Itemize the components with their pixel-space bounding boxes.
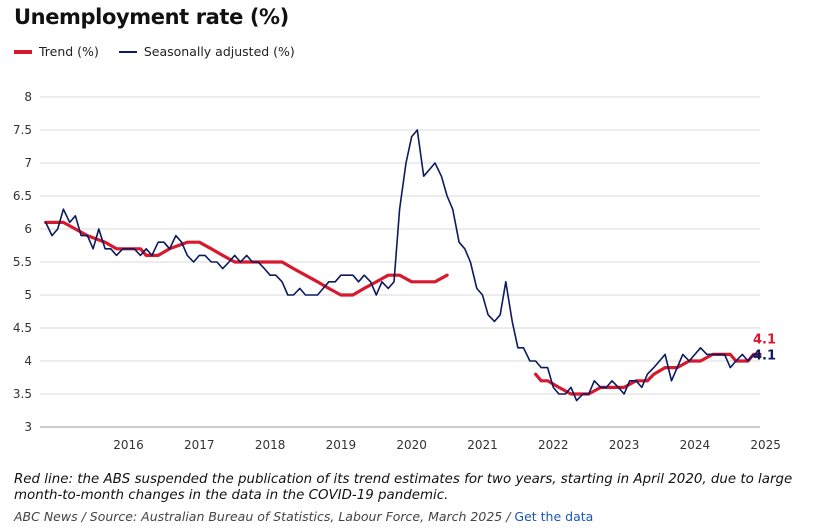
get-data-link[interactable]: Get the data — [514, 509, 594, 524]
x-tick-label: 2022 — [538, 438, 569, 452]
series-line-sa-0 — [44, 129, 761, 402]
source-text: ABC News / Source: Australian Bureau of … — [14, 509, 511, 524]
y-tick-label: 7 — [24, 156, 32, 170]
chart-note: Red line: the ABS suspended the publicat… — [14, 472, 793, 503]
source-line: ABC News / Source: Australian Bureau of … — [14, 509, 593, 524]
x-tick-label: 2019 — [326, 438, 357, 452]
y-tick-label: 3 — [24, 420, 32, 434]
y-tick-label: 6 — [24, 222, 32, 236]
series-line-trend-1 — [534, 352, 762, 396]
x-tick-label: 2020 — [396, 438, 427, 452]
y-tick-label: 5 — [24, 288, 32, 302]
x-tick-label: 2023 — [609, 438, 640, 452]
legend: Trend (%) Seasonally adjusted (%) — [14, 44, 315, 59]
x-tick-label: 2016 — [113, 438, 144, 452]
legend-label-sa: Seasonally adjusted (%) — [143, 44, 295, 59]
y-tick-label: 5.5 — [13, 255, 32, 269]
y-tick-label: 3.5 — [13, 387, 32, 401]
legend-swatch-sa — [118, 50, 137, 53]
line-chart: 3 3.5 4 4.5 5 5.5 6 6.5 7 7.5 8 2016 2017 2018 2019 202… — [13, 90, 781, 452]
x-tick-label: 2025 — [750, 438, 781, 452]
x-tick-label: 2017 — [184, 438, 215, 452]
y-tick-label: 7.5 — [13, 123, 32, 137]
legend-label-trend: Trend (%) — [39, 44, 99, 59]
series-line-trend-0 — [44, 220, 449, 297]
chart-title: Unemployment rate (%) — [14, 5, 289, 29]
y-tick-label: 6.5 — [13, 189, 32, 203]
legend-swatch-trend — [14, 49, 32, 54]
x-tick-label: 2021 — [467, 438, 498, 452]
y-tick-label: 4.5 — [13, 321, 32, 335]
x-tick-label: 2018 — [255, 438, 286, 452]
x-tick-label: 2024 — [680, 438, 711, 452]
y-tick-label: 8 — [24, 90, 32, 104]
end-label-sa: 4.1 — [753, 348, 776, 363]
end-label-trend: 4.1 — [753, 332, 776, 347]
y-tick-label: 4 — [24, 354, 32, 368]
legend-item-sa: Seasonally adjusted (%) — [118, 44, 295, 59]
legend-item-trend: Trend (%) — [14, 44, 99, 59]
